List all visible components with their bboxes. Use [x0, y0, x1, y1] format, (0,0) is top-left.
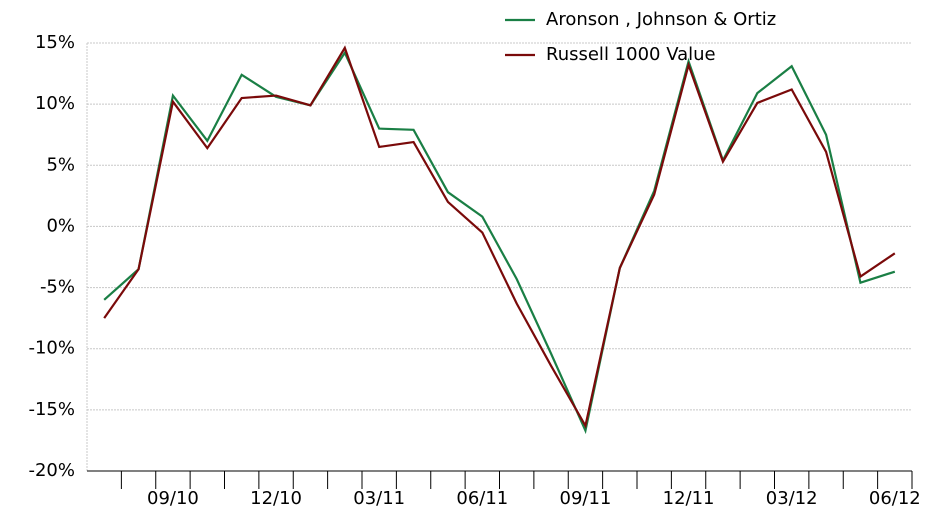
x-tick-label: 06/12 — [869, 488, 921, 509]
x-tick-label: 12/10 — [250, 488, 302, 509]
x-tick-label: 12/11 — [663, 488, 715, 509]
x-tick-label: 06/11 — [456, 488, 508, 509]
series-line — [103, 50, 896, 435]
legend-label: Aronson , Johnson & Ortiz — [546, 9, 776, 30]
y-tick-label: -15% — [28, 399, 75, 420]
y-tick-label: -10% — [28, 338, 75, 359]
x-tick-label: 09/10 — [147, 488, 199, 509]
x-tick-label: 03/11 — [353, 488, 405, 509]
series-line — [103, 45, 896, 429]
x-tick-label: 03/12 — [766, 488, 818, 509]
y-tick-label: 0% — [46, 215, 75, 236]
y-tick-label: 15% — [35, 32, 75, 53]
y-tick-label: -5% — [40, 277, 75, 298]
y-tick-label: 5% — [46, 154, 75, 175]
x-tick-label: 09/11 — [560, 488, 612, 509]
legend-label: Russell 1000 Value — [546, 44, 716, 65]
y-tick-label: 10% — [35, 93, 75, 114]
y-tick-label: -20% — [28, 460, 75, 481]
